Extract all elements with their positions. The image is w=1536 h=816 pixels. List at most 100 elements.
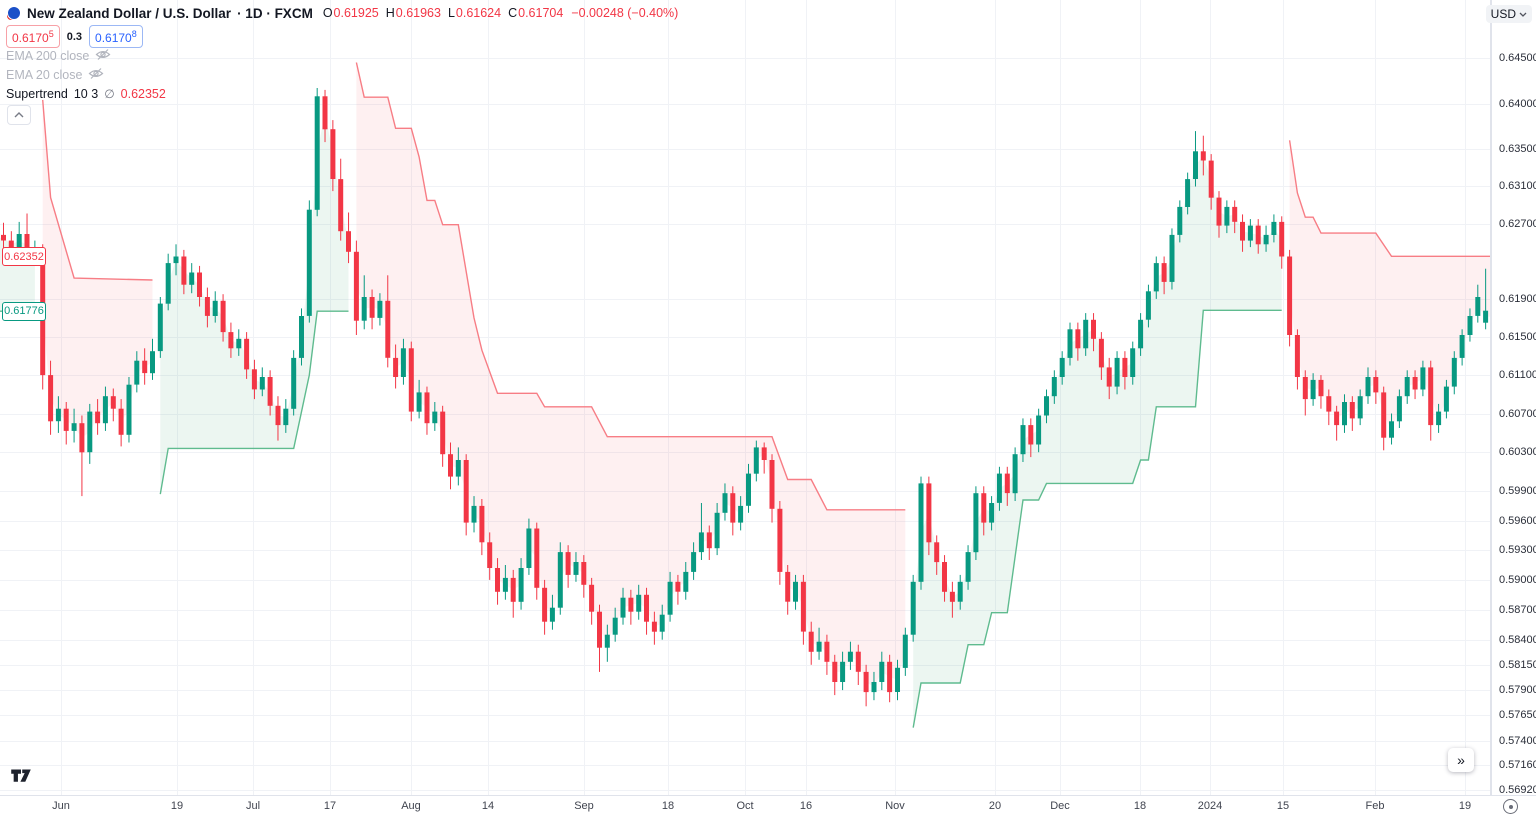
candle: [534, 522, 540, 600]
symbol-row[interactable]: New Zealand Dollar / U.S. Dollar · 1D · …: [6, 3, 678, 23]
candle: [134, 351, 140, 393]
candle: [197, 265, 202, 307]
candle: [1004, 466, 1010, 506]
supertrend-value: 0.62352: [120, 86, 166, 101]
change-value: −0.00248 (−0.40%): [571, 6, 679, 20]
price-tick-label: 0.59000: [1499, 573, 1536, 586]
close-value: 0.61704: [518, 6, 564, 20]
scroll-right-button[interactable]: »: [1448, 748, 1474, 772]
candle: [299, 308, 304, 366]
candle: [204, 287, 210, 328]
price-tick-label: 0.57650: [1499, 709, 1536, 722]
time-tick-label: Jul: [245, 800, 261, 812]
candle: [589, 577, 595, 625]
supertrend-fill-down: [356, 62, 906, 687]
candle: [1342, 394, 1347, 433]
currency-dropdown[interactable]: USD: [1485, 5, 1532, 23]
candle: [110, 388, 116, 422]
nzdusd-pair-icon: [6, 5, 21, 21]
candle: [518, 558, 524, 610]
candle: [1318, 375, 1324, 409]
session-clock-icon[interactable]: [1503, 799, 1518, 814]
time-tick-label: Nov: [885, 800, 905, 812]
candle: [1145, 284, 1151, 328]
candle: [1161, 256, 1167, 295]
legend-collapse-button[interactable]: [7, 105, 31, 125]
candle: [1232, 200, 1238, 234]
time-tick-label: Feb: [1365, 800, 1385, 812]
candle: [369, 289, 375, 330]
candle: [173, 244, 179, 276]
eye-off-icon[interactable]: [95, 48, 111, 64]
candle: [1420, 360, 1426, 397]
sell-price-button[interactable]: 0.61705: [6, 25, 60, 48]
supertrend-line-down: [1288, 140, 1490, 257]
time-tick-label: 20: [988, 800, 1002, 812]
candle: [1483, 268, 1489, 330]
candle: [275, 396, 281, 441]
candle: [220, 294, 226, 342]
candle: [753, 440, 759, 482]
candle: [887, 654, 893, 703]
indicator-row-ema20[interactable]: EMA 20 close: [6, 65, 678, 84]
supertrend-line-down: [42, 99, 153, 281]
candle: [416, 379, 422, 419]
candle: [918, 476, 924, 590]
symbol-title[interactable]: New Zealand Dollar / U.S. Dollar: [27, 5, 232, 21]
candle: [557, 542, 563, 615]
time-axis[interactable]: Jun 19 Jul 17 Aug 14 Sep 18 Oct 16 Nov 20 Dec 18 2024 1…: [0, 795, 1536, 816]
candle: [1169, 228, 1175, 290]
candles-layer: [1, 88, 1489, 707]
candle: [957, 574, 963, 610]
candle: [400, 338, 406, 385]
candle: [1138, 313, 1144, 356]
indicator-row-supertrend[interactable]: Supertrend 10 3 ∅ 0.62352: [6, 84, 678, 103]
candle: [1106, 357, 1112, 400]
candle: [949, 581, 955, 618]
candle: [118, 399, 124, 447]
candle: [746, 463, 751, 513]
price-tick-label: 0.59900: [1499, 485, 1536, 498]
buy-price-button[interactable]: 0.61708: [89, 25, 143, 48]
candle: [1012, 447, 1018, 501]
candle: [487, 532, 493, 580]
candle: [1083, 313, 1089, 356]
price-axis[interactable]: 0.64500 0.64000 0.63500 0.63100 0.62700 0.619…: [1491, 0, 1536, 796]
time-tick-label: 19: [170, 800, 184, 812]
candle: [259, 367, 265, 397]
candle: [322, 89, 328, 143]
candle: [63, 402, 69, 445]
time-tick-label: Jun: [52, 800, 70, 812]
candle: [565, 545, 571, 588]
candle: [910, 574, 916, 642]
candle: [448, 442, 453, 490]
tradingview-logo[interactable]: [10, 767, 32, 788]
candle: [1381, 386, 1387, 451]
chevron-down-icon: [1519, 12, 1527, 17]
eye-off-icon[interactable]: [88, 67, 104, 83]
price-tick-label: 0.59300: [1499, 544, 1536, 557]
supertrend-price-label: 0.62352: [2, 247, 46, 267]
symbol-meta[interactable]: · 1D · FXCM: [237, 5, 313, 21]
candle: [79, 415, 85, 497]
candle: [1153, 256, 1159, 299]
candle: [126, 377, 132, 443]
candle: [714, 503, 720, 556]
candle: [1451, 351, 1457, 395]
indicator-row-ema200[interactable]: EMA 200 close: [6, 46, 678, 65]
high-label: H: [385, 6, 395, 20]
candle: [267, 370, 273, 416]
candle: [989, 496, 995, 531]
candle: [1122, 351, 1128, 390]
candle: [1263, 225, 1269, 252]
candle: [777, 501, 783, 585]
price-tick-label: 0.57160: [1499, 759, 1536, 772]
candle: [636, 584, 642, 620]
supertrend-line-down: [355, 62, 906, 511]
candle: [1255, 219, 1261, 254]
candle: [1200, 135, 1206, 176]
candle: [181, 249, 187, 295]
candle: [1091, 313, 1096, 352]
time-tick-label: Dec: [1050, 800, 1070, 812]
